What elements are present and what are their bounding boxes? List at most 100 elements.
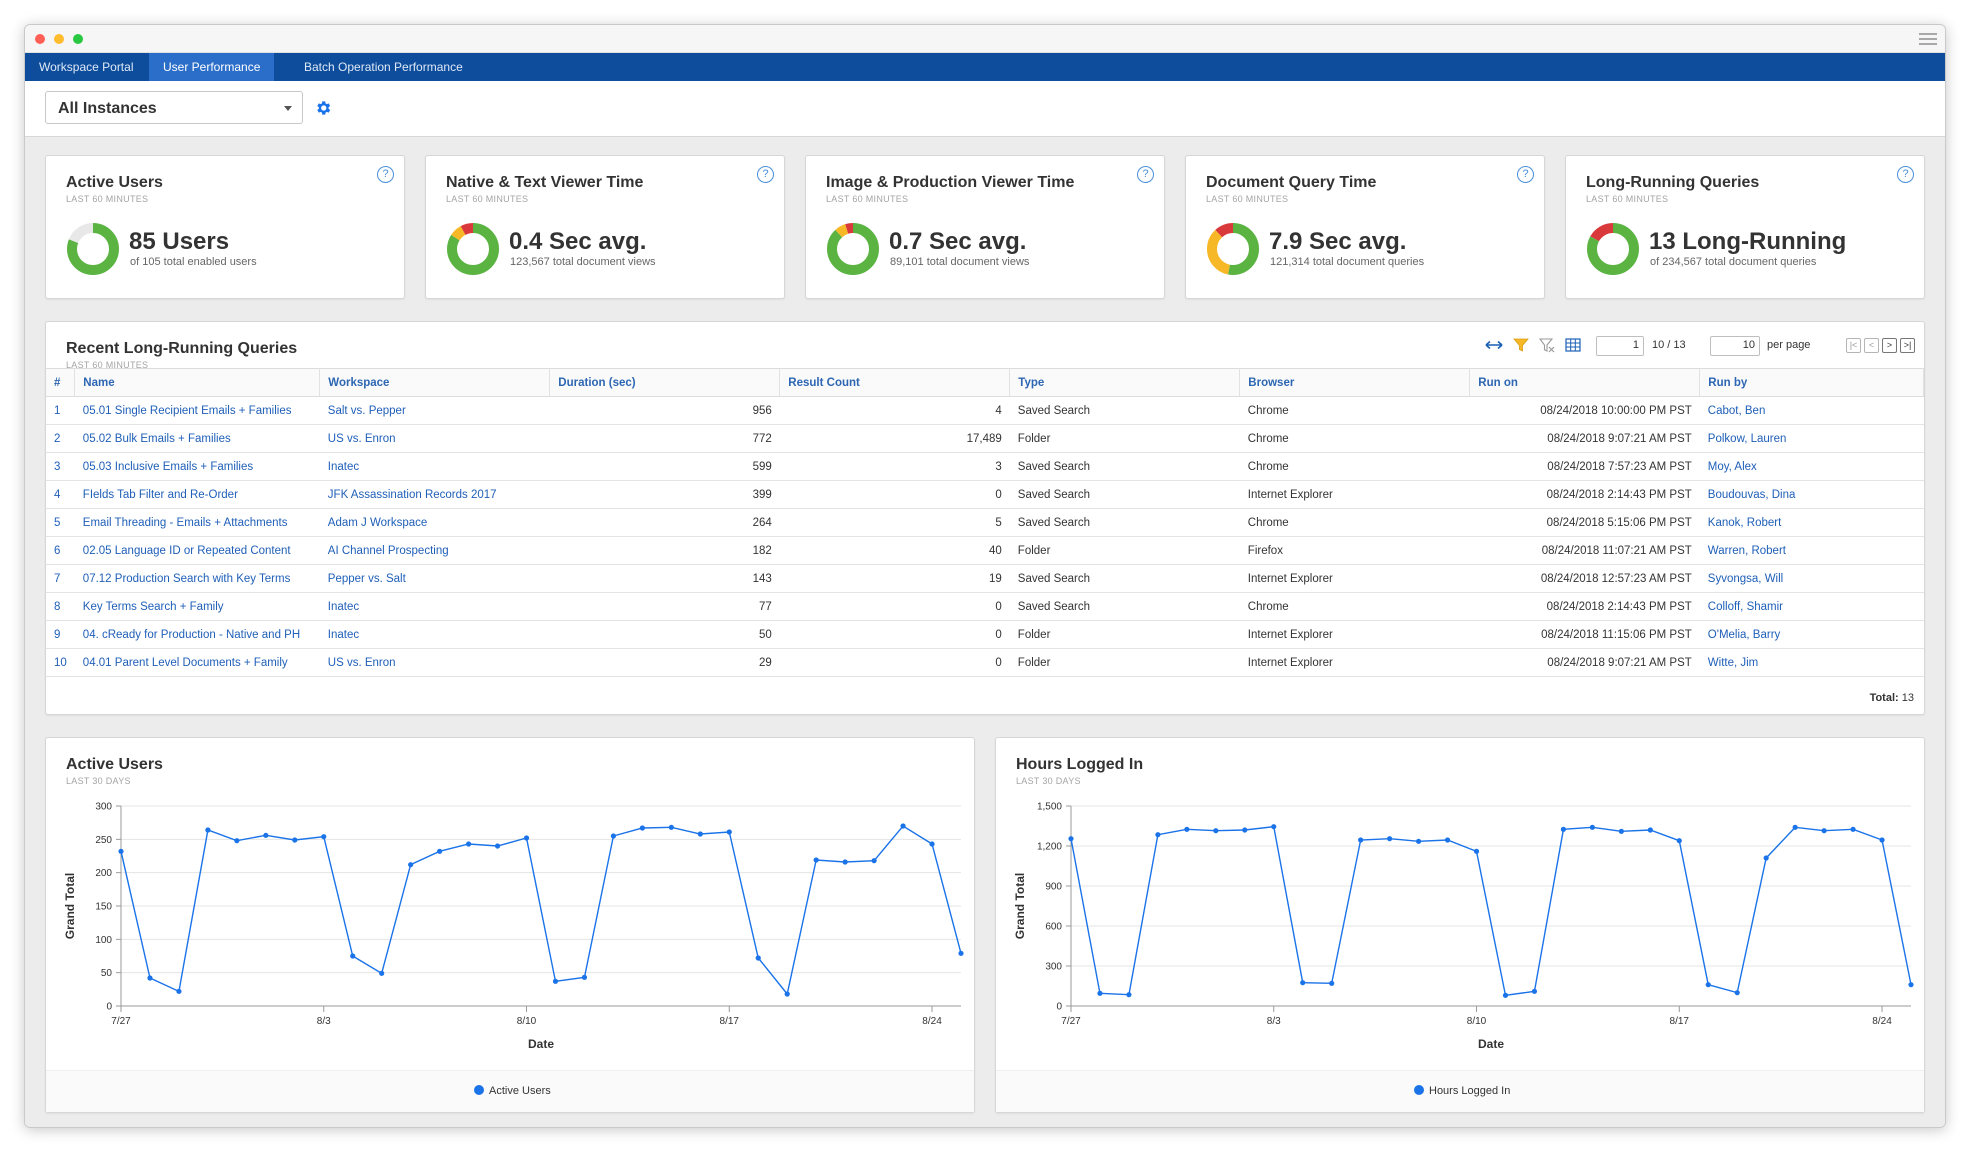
- column-header-index[interactable]: #: [46, 368, 76, 397]
- data-point[interactable]: [1908, 982, 1914, 988]
- data-point[interactable]: [263, 832, 269, 838]
- cell-run-by[interactable]: Warren, Robert: [1699, 536, 1924, 565]
- data-point[interactable]: [1676, 838, 1682, 844]
- data-point[interactable]: [118, 848, 124, 854]
- data-point[interactable]: [958, 950, 964, 956]
- data-point[interactable]: [350, 953, 356, 959]
- data-point[interactable]: [379, 970, 385, 976]
- column-header-browser[interactable]: Browser: [1239, 368, 1471, 397]
- data-point[interactable]: [871, 858, 877, 864]
- cell-workspace[interactable]: US vs. Enron: [319, 648, 550, 677]
- cell-name[interactable]: 05.01 Single Recipient Emails + Families: [74, 396, 320, 425]
- table-row[interactable]: 2 05.02 Bulk Emails + Families US vs. Enro…: [46, 424, 1924, 453]
- data-point[interactable]: [465, 841, 472, 847]
- last-page-button[interactable]: >|: [1900, 338, 1915, 353]
- next-page-button[interactable]: >: [1882, 338, 1897, 353]
- cell-workspace[interactable]: AI Channel Prospecting: [319, 536, 550, 565]
- column-header-name[interactable]: Name: [74, 368, 321, 397]
- data-point[interactable]: [1792, 824, 1798, 830]
- data-point[interactable]: [1155, 832, 1161, 838]
- data-point[interactable]: [1358, 837, 1364, 843]
- data-point[interactable]: [697, 831, 703, 837]
- table-row[interactable]: 8 Key Terms Search + Family Inatec 77 0 Saved…: [46, 592, 1924, 621]
- instance-select[interactable]: All Instances: [45, 91, 303, 124]
- help-icon[interactable]: ?: [1517, 166, 1534, 183]
- data-point[interactable]: [842, 859, 848, 865]
- data-point[interactable]: [610, 833, 617, 839]
- cell-name[interactable]: 04. cReady for Production - Native and P…: [74, 620, 320, 649]
- data-point[interactable]: [1097, 990, 1103, 996]
- table-row[interactable]: 10 04.01 Parent Level Documents + Family U…: [46, 648, 1924, 677]
- cell-workspace[interactable]: JFK Assassination Records 2017: [319, 480, 550, 509]
- column-header-workspace[interactable]: Workspace: [319, 368, 551, 397]
- legend-item-active-users[interactable]: Active Users: [474, 1085, 551, 1097]
- data-point[interactable]: [1184, 826, 1190, 832]
- data-point[interactable]: [1213, 828, 1219, 834]
- data-point[interactable]: [234, 838, 240, 844]
- data-point[interactable]: [784, 991, 790, 997]
- data-point[interactable]: [1589, 824, 1595, 830]
- page-number-input[interactable]: 1: [1596, 336, 1644, 356]
- cell-name[interactable]: 04.01 Parent Level Documents + Family: [74, 648, 320, 677]
- cell-workspace[interactable]: Inatec: [319, 592, 550, 621]
- table-row[interactable]: 5 Email Threading - Emails + Attachments A…: [46, 508, 1924, 537]
- cell-name[interactable]: FIelds Tab Filter and Re-Order: [74, 480, 320, 509]
- column-header-type[interactable]: Type: [1009, 368, 1241, 397]
- data-point[interactable]: [321, 834, 327, 840]
- data-point[interactable]: [1387, 836, 1393, 842]
- data-point[interactable]: [523, 835, 530, 841]
- resize-columns-icon[interactable]: [1484, 336, 1504, 354]
- maximize-window-button[interactable]: [73, 34, 83, 44]
- cell-run-by[interactable]: Boudouvas, Dina: [1699, 480, 1924, 509]
- cell-run-by[interactable]: Kanok, Robert: [1699, 508, 1924, 537]
- data-point[interactable]: [205, 827, 211, 833]
- data-point[interactable]: [1734, 990, 1740, 996]
- column-header-result-count[interactable]: Result Count: [779, 368, 1011, 397]
- data-point[interactable]: [900, 823, 906, 829]
- data-point[interactable]: [176, 988, 182, 994]
- cell-run-by[interactable]: O'Melia, Barry: [1699, 620, 1924, 649]
- cell-run-by[interactable]: Witte, Jim: [1699, 648, 1924, 677]
- cell-workspace[interactable]: Adam J Workspace: [319, 508, 550, 537]
- data-point[interactable]: [1126, 992, 1132, 998]
- tab-batch-operation-performance[interactable]: Batch Operation Performance: [304, 60, 463, 74]
- cell-name[interactable]: 02.05 Language ID or Repeated Content: [74, 536, 320, 565]
- help-icon[interactable]: ?: [377, 166, 394, 183]
- help-icon[interactable]: ?: [1137, 166, 1154, 183]
- data-point[interactable]: [1473, 848, 1480, 854]
- data-point[interactable]: [437, 848, 443, 854]
- data-point[interactable]: [639, 825, 645, 831]
- data-point[interactable]: [1271, 824, 1277, 830]
- legend-item-hours-logged-in[interactable]: Hours Logged In: [1414, 1085, 1510, 1097]
- close-window-button[interactable]: [35, 34, 45, 44]
- gear-icon[interactable]: [314, 99, 332, 117]
- cell-name[interactable]: 05.02 Bulk Emails + Families: [74, 424, 320, 453]
- previous-page-button[interactable]: <: [1864, 338, 1879, 353]
- table-row[interactable]: 9 04. cReady for Production - Native and …: [46, 620, 1924, 649]
- data-point[interactable]: [1329, 980, 1335, 986]
- clear-filter-icon[interactable]: [1538, 336, 1556, 354]
- cell-run-by[interactable]: Colloff, Shamir: [1699, 592, 1924, 621]
- data-point[interactable]: [1705, 982, 1711, 988]
- cell-name[interactable]: Email Threading - Emails + Attachments: [74, 508, 320, 537]
- data-point[interactable]: [813, 857, 819, 863]
- help-icon[interactable]: ?: [757, 166, 774, 183]
- data-point[interactable]: [1502, 992, 1509, 998]
- cell-workspace[interactable]: US vs. Enron: [319, 424, 550, 453]
- hamburger-menu-icon[interactable]: [1919, 31, 1937, 47]
- data-point[interactable]: [1647, 827, 1653, 833]
- filter-icon[interactable]: [1512, 336, 1530, 354]
- column-chooser-icon[interactable]: [1564, 336, 1582, 354]
- first-page-button[interactable]: |<: [1846, 338, 1861, 353]
- data-point[interactable]: [1300, 980, 1306, 986]
- cell-name[interactable]: 05.03 Inclusive Emails + Families: [74, 452, 320, 481]
- column-header-run-on[interactable]: Run on: [1469, 368, 1701, 397]
- cell-workspace[interactable]: Inatec: [319, 452, 550, 481]
- minimize-window-button[interactable]: [54, 34, 64, 44]
- table-row[interactable]: 7 07.12 Production Search with Key Terms P…: [46, 564, 1924, 593]
- tab-workspace-portal[interactable]: Workspace Portal: [39, 60, 134, 74]
- data-point[interactable]: [147, 975, 153, 981]
- data-point[interactable]: [1531, 988, 1538, 994]
- cell-run-by[interactable]: Syvongsa, Will: [1699, 564, 1924, 593]
- table-row[interactable]: 1 05.01 Single Recipient Emails + Familie…: [46, 396, 1924, 425]
